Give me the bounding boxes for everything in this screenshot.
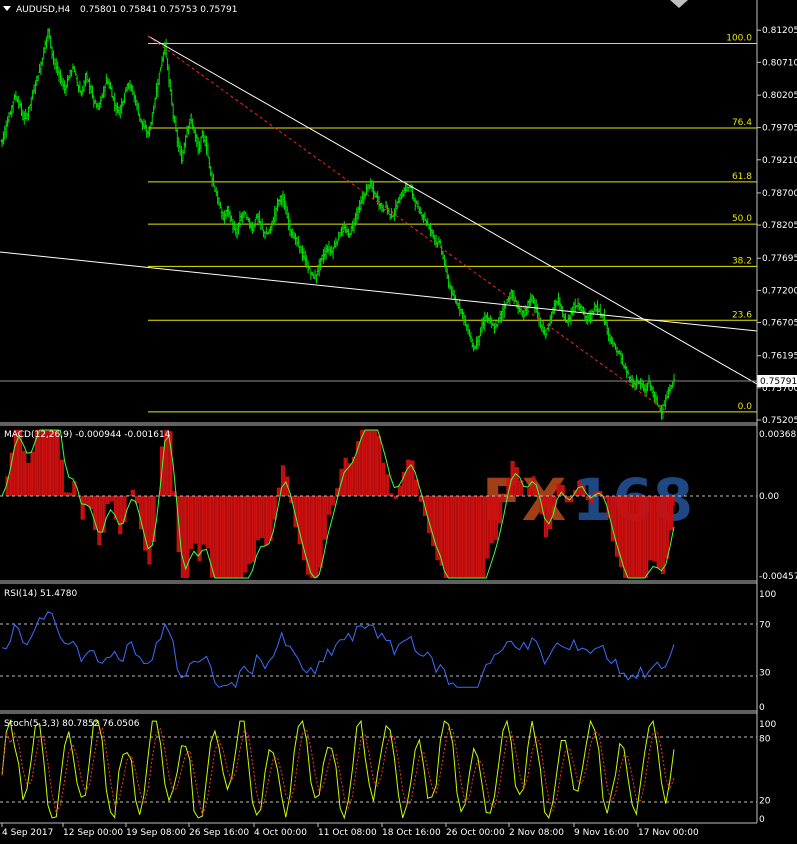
stoch-tick-label: 0 bbox=[759, 815, 765, 825]
price-tick-label: 0.75700 bbox=[762, 384, 797, 394]
time-tick-label: 9 Nov 16:00 bbox=[574, 828, 629, 838]
descending-trendline[interactable] bbox=[147, 35, 758, 385]
stoch-tick-label: 20 bbox=[759, 796, 771, 806]
rsi-tick-label: 100 bbox=[759, 590, 776, 600]
stoch-main-line bbox=[1, 719, 675, 820]
price-tick-label: 0.80205 bbox=[762, 91, 797, 101]
stoch-tick-label: 100 bbox=[759, 720, 776, 730]
fib-level-label: 50.0 bbox=[732, 214, 752, 224]
fib-level-label: 61.8 bbox=[732, 172, 752, 182]
stoch-tick-label: 80 bbox=[759, 735, 771, 745]
time-tick-label: 17 Nov 00:00 bbox=[638, 828, 699, 838]
support-trendline[interactable] bbox=[0, 251, 758, 332]
rsi-tick-label: 30 bbox=[759, 669, 771, 679]
price-tick-label: 0.78205 bbox=[762, 221, 797, 231]
price-axis: 0.81205 0.80710 0.80205 0.79705 0.79210 0.787… bbox=[757, 26, 797, 426]
macd-tick-label: 0.00 bbox=[759, 492, 779, 502]
price-tick-label: 0.80710 bbox=[762, 58, 797, 68]
macd-tick-label: -0.004579 bbox=[759, 572, 797, 582]
chevron-down-icon[interactable] bbox=[3, 6, 11, 11]
dashed-trendline[interactable] bbox=[147, 35, 666, 411]
ohlc-values: 0.75801 0.75841 0.75753 0.75791 bbox=[80, 5, 237, 15]
macd-label: MACD(12,26,9) -0.000944 -0.001614 bbox=[4, 430, 171, 440]
price-pane[interactable]: 100.0 76.4 61.8 50.0 38.2 23.6 0.0 0.81205 0.80… bbox=[0, 0, 797, 426]
fib-level-label: 100.0 bbox=[726, 33, 752, 43]
price-bars bbox=[0, 28, 676, 420]
fib-level-label: 76.4 bbox=[732, 118, 752, 128]
time-tick-label: 11 Oct 08:00 bbox=[318, 828, 377, 838]
time-tick-label: 18 Oct 16:00 bbox=[382, 828, 441, 838]
time-tick-label: 19 Sep 08:00 bbox=[126, 828, 186, 838]
rsi-tick-label: 0 bbox=[759, 703, 765, 713]
time-tick-label: 4 Sep 2017 bbox=[2, 828, 53, 838]
time-tick-label: 12 Sep 00:00 bbox=[63, 828, 123, 838]
rsi-axis: 100 70 30 0 bbox=[759, 590, 776, 713]
stoch-signal-line bbox=[1, 726, 675, 817]
price-tick-label: 0.79210 bbox=[762, 156, 797, 166]
stoch-label: Stoch(5,3,3) 80.7852 76.0506 bbox=[4, 719, 140, 729]
rsi-pane[interactable]: RSI(14) 51.4780 100 70 30 0 bbox=[0, 589, 776, 713]
fib-level-label: 23.6 bbox=[732, 310, 752, 320]
corner-triangle-icon bbox=[670, 0, 688, 8]
current-price-label: 0.75791 bbox=[760, 377, 797, 387]
rsi-tick-label: 70 bbox=[759, 620, 771, 630]
price-tick-label: 0.77200 bbox=[762, 286, 797, 296]
stochastic-pane[interactable]: Stoch(5,3,3) 80.7852 76.0506 100 80 20 0 bbox=[0, 719, 776, 825]
macd-axis: 0.003687 0.00 -0.004579 bbox=[759, 430, 797, 582]
time-axis: 4 Sep 2017 12 Sep 00:00 19 Sep 08:00 26 Sep… bbox=[1, 823, 699, 838]
price-tick-label: 0.81205 bbox=[762, 26, 797, 36]
rsi-line bbox=[1, 611, 675, 689]
macd-histogram bbox=[5, 430, 675, 578]
price-tick-label: 0.76705 bbox=[762, 319, 797, 329]
fib-level-label: 0.0 bbox=[738, 402, 753, 412]
time-tick-label: 2 Nov 08:00 bbox=[509, 828, 564, 838]
time-tick-label: 26 Oct 00:00 bbox=[446, 828, 505, 838]
time-tick-label: 26 Sep 16:00 bbox=[189, 828, 249, 838]
price-tick-label: 0.78700 bbox=[762, 189, 797, 199]
price-tick-label: 0.77695 bbox=[762, 254, 797, 264]
price-tick-label: 0.79705 bbox=[762, 124, 797, 134]
price-tick-label: 0.76195 bbox=[762, 352, 797, 362]
fib-level-label: 38.2 bbox=[732, 256, 752, 266]
rsi-label: RSI(14) 51.4780 bbox=[4, 589, 77, 599]
time-tick-label: 4 Oct 00:00 bbox=[254, 828, 307, 838]
price-tick-label: 0.75205 bbox=[762, 416, 797, 426]
current-price-marker bbox=[757, 375, 797, 387]
macd-pane[interactable]: MACD(12,26,9) -0.000944 -0.001614 0.0036… bbox=[0, 429, 797, 582]
symbol-label: AUDUSD,H4 bbox=[16, 5, 71, 15]
macd-tick-label: 0.003687 bbox=[759, 430, 797, 440]
stochastic-axis: 100 80 20 0 bbox=[759, 720, 776, 825]
